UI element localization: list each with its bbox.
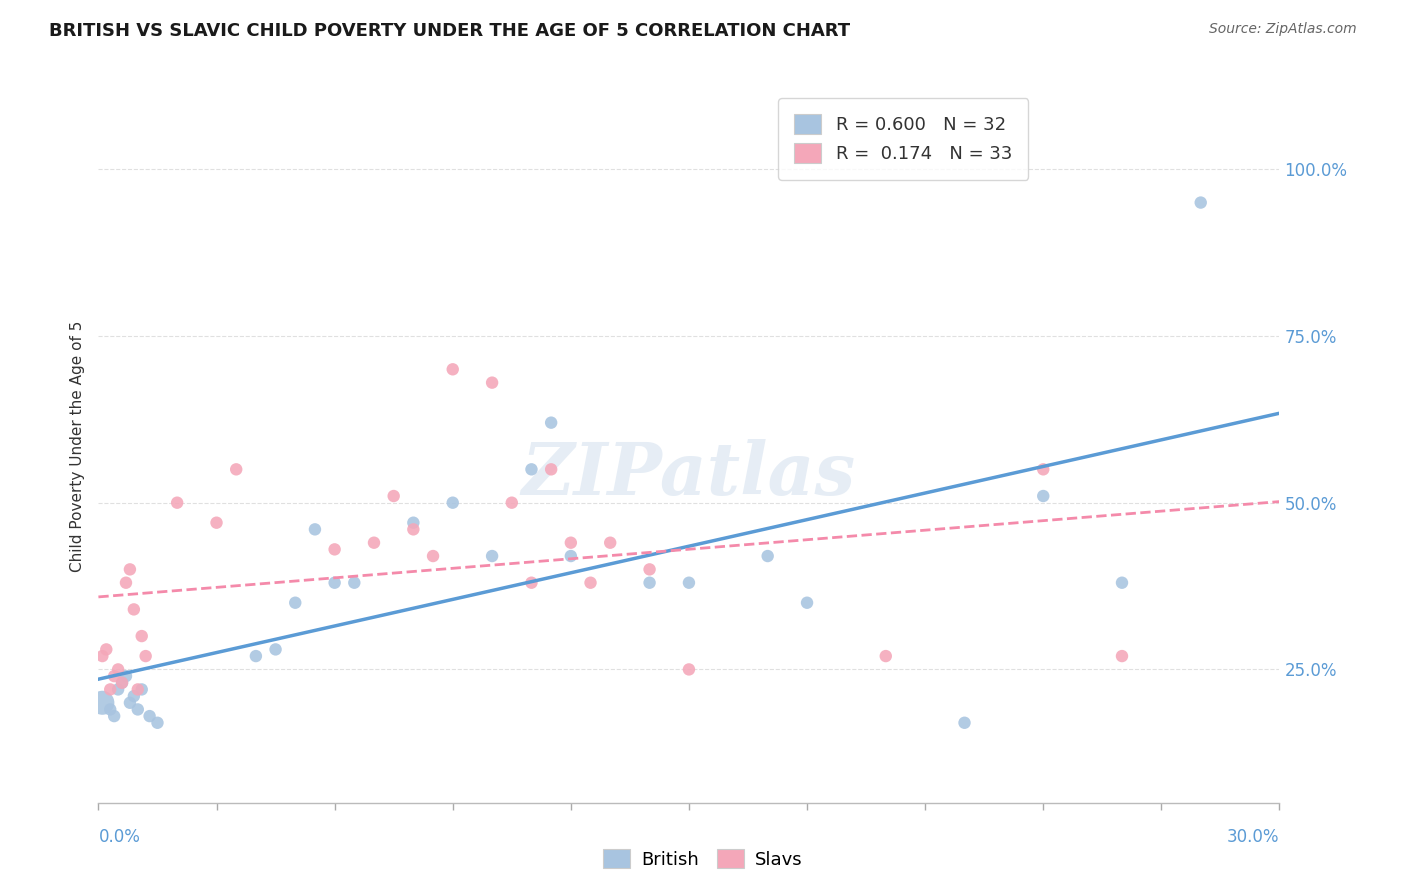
Point <box>131 629 153 643</box>
Point <box>264 642 287 657</box>
Point <box>441 496 464 510</box>
Point <box>118 562 141 576</box>
Point <box>166 496 188 510</box>
Text: 30.0%: 30.0% <box>1227 828 1279 846</box>
Point <box>205 516 228 530</box>
Point <box>599 535 621 549</box>
Text: BRITISH VS SLAVIC CHILD POVERTY UNDER THE AGE OF 5 CORRELATION CHART: BRITISH VS SLAVIC CHILD POVERTY UNDER TH… <box>49 22 851 40</box>
Text: ZIPatlas: ZIPatlas <box>522 439 856 510</box>
Point <box>284 596 307 610</box>
Point <box>520 575 543 590</box>
Point <box>343 575 366 590</box>
Point <box>579 575 602 590</box>
Point <box>560 535 582 549</box>
Point <box>146 715 169 730</box>
Point <box>225 462 247 476</box>
Point <box>678 575 700 590</box>
Point <box>402 516 425 530</box>
Point <box>91 649 114 664</box>
Point <box>115 575 138 590</box>
Point <box>422 549 444 563</box>
Legend: British, Slavs: British, Slavs <box>596 841 810 876</box>
Point <box>481 549 503 563</box>
Point <box>118 696 141 710</box>
Point <box>138 709 160 723</box>
Point <box>382 489 405 503</box>
Point <box>560 549 582 563</box>
Point <box>441 362 464 376</box>
Point <box>1111 649 1133 664</box>
Point <box>501 496 523 510</box>
Point <box>111 675 134 690</box>
Point <box>678 662 700 676</box>
Point <box>127 682 149 697</box>
Point <box>363 535 385 549</box>
Point <box>638 575 661 590</box>
Point <box>756 549 779 563</box>
Point <box>1189 195 1212 210</box>
Text: Source: ZipAtlas.com: Source: ZipAtlas.com <box>1209 22 1357 37</box>
Point <box>111 675 134 690</box>
Point <box>540 462 562 476</box>
Text: 0.0%: 0.0% <box>98 828 141 846</box>
Point <box>115 669 138 683</box>
Point <box>1111 575 1133 590</box>
Point <box>107 662 129 676</box>
Point <box>953 715 976 730</box>
Point <box>402 522 425 536</box>
Point <box>638 562 661 576</box>
Point <box>96 642 118 657</box>
Point <box>127 702 149 716</box>
Point <box>122 689 145 703</box>
Point <box>323 542 346 557</box>
Y-axis label: Child Poverty Under the Age of 5: Child Poverty Under the Age of 5 <box>69 320 84 572</box>
Point <box>796 596 818 610</box>
Point <box>1032 489 1054 503</box>
Point <box>103 669 125 683</box>
Point <box>131 682 153 697</box>
Point <box>98 702 121 716</box>
Point <box>122 602 145 616</box>
Point <box>98 682 121 697</box>
Point <box>540 416 562 430</box>
Point <box>323 575 346 590</box>
Point <box>107 682 129 697</box>
Point <box>135 649 157 664</box>
Point <box>1032 462 1054 476</box>
Point <box>520 462 543 476</box>
Point <box>875 649 897 664</box>
Point <box>481 376 503 390</box>
Point <box>103 709 125 723</box>
Point <box>245 649 267 664</box>
Point <box>304 522 326 536</box>
Point <box>91 696 114 710</box>
Legend: R = 0.600   N = 32, R =  0.174   N = 33: R = 0.600 N = 32, R = 0.174 N = 33 <box>778 98 1028 179</box>
